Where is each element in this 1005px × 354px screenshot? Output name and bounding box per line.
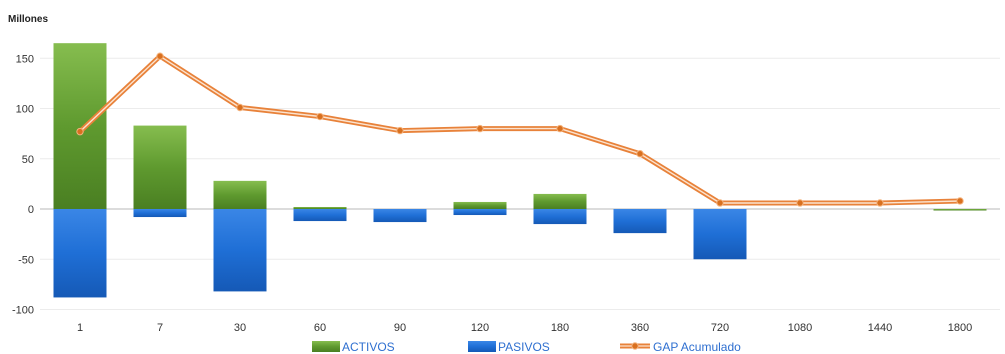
- legend-swatch: [468, 341, 496, 352]
- y-tick-label: 150: [16, 53, 34, 65]
- legend-label: PASIVOS: [498, 340, 550, 354]
- legend-item: PASIVOS: [468, 340, 550, 354]
- y-axis: 150 100 50 0 -50 -100: [12, 53, 34, 316]
- x-tick-label: 1: [77, 322, 83, 334]
- grid: [40, 57, 1000, 310]
- bar-pasivos: [133, 209, 187, 218]
- bar-activos: [133, 125, 187, 209]
- x-tick-label: 7: [157, 322, 163, 334]
- x-tick-label: 1080: [788, 322, 812, 334]
- bar-activos: [453, 201, 507, 209]
- gap-line-inner: [79, 55, 961, 204]
- y-tick-label: -50: [18, 254, 34, 266]
- legend-label: GAP Acumulado: [653, 340, 741, 354]
- legend-label: ACTIVOS: [342, 340, 395, 354]
- gap-point: [956, 197, 964, 205]
- gap-point: [716, 199, 724, 207]
- gap-point: [636, 150, 644, 158]
- legend-item: ACTIVOS: [312, 340, 395, 354]
- gap-point: [396, 126, 404, 135]
- gap-point: [556, 124, 564, 133]
- gap-line-outer: [78, 53, 961, 206]
- y-tick-label: 0: [28, 204, 34, 216]
- bars: [53, 43, 987, 298]
- unit-label: Millones: [8, 14, 48, 25]
- x-tick-label: 1800: [948, 322, 972, 334]
- x-tick-label: 30: [234, 322, 246, 334]
- y-tick-label: 50: [22, 154, 34, 166]
- bar-activos: [213, 180, 267, 209]
- gap-point: [76, 127, 84, 136]
- bar-activos: [533, 193, 587, 209]
- x-tick-label: 120: [471, 322, 489, 334]
- bar-pasivos: [373, 209, 427, 223]
- legend-swatch: [312, 341, 340, 352]
- bar-activos: [53, 43, 107, 209]
- gap-point: [876, 199, 884, 207]
- gap-point: [316, 112, 324, 121]
- gap-point: [156, 52, 164, 60]
- gap-line: [76, 52, 964, 207]
- y-tick-label: -100: [12, 305, 34, 317]
- gap-point: [476, 124, 484, 133]
- y-tick-label: 100: [16, 104, 34, 116]
- bar-activos: [293, 206, 347, 209]
- x-tick-label: 360: [631, 322, 649, 334]
- legend: ACTIVOS PASIVOS GAP Acumulado: [312, 340, 741, 354]
- gap-point: [796, 199, 804, 207]
- legend-marker: [631, 342, 639, 350]
- x-tick-label: 1440: [868, 322, 892, 334]
- bar-pasivos: [213, 209, 267, 292]
- bar-pasivos: [533, 209, 587, 225]
- bar-pasivos: [293, 209, 347, 222]
- x-tick-label: 180: [551, 322, 569, 334]
- x-axis: 1 7 30 60 90 120 180 360 720 1080 1440 1800: [77, 322, 972, 334]
- bar-activos: [933, 209, 987, 211]
- bar-pasivos: [693, 209, 747, 260]
- gap-point: [236, 103, 244, 112]
- x-tick-label: 60: [314, 322, 326, 334]
- legend-item: GAP Acumulado: [620, 340, 741, 354]
- bar-pasivos: [453, 209, 507, 216]
- x-tick-label: 90: [394, 322, 406, 334]
- x-tick-label: 720: [711, 322, 729, 334]
- bar-pasivos: [53, 209, 107, 298]
- bar-pasivos: [613, 209, 667, 234]
